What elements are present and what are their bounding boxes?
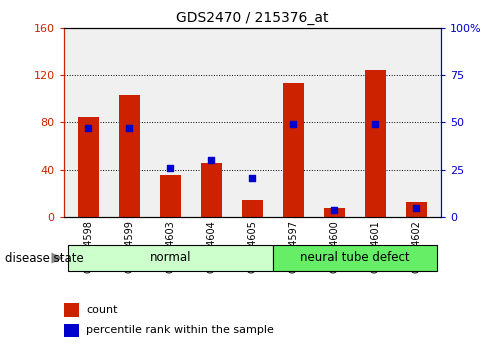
Bar [273, 245, 437, 271]
Bar [324, 208, 344, 217]
Bar [406, 202, 427, 217]
Point [125, 125, 133, 131]
Bar [160, 175, 181, 217]
Text: count: count [86, 305, 118, 315]
Bar [283, 83, 304, 217]
Point [330, 207, 338, 213]
Point [207, 158, 215, 163]
Bar [78, 117, 98, 217]
Bar [201, 163, 221, 217]
Title: GDS2470 / 215376_at: GDS2470 / 215376_at [176, 11, 329, 25]
Bar [64, 324, 79, 337]
Point [290, 121, 297, 127]
Bar [242, 199, 263, 217]
Point [413, 205, 420, 210]
Bar [68, 245, 273, 271]
Polygon shape [51, 253, 64, 264]
Text: percentile rank within the sample: percentile rank within the sample [86, 325, 274, 335]
Text: disease state: disease state [5, 252, 84, 265]
Text: normal: normal [149, 252, 191, 264]
Bar [365, 70, 386, 217]
Bar [119, 95, 140, 217]
Point [248, 175, 256, 180]
Bar [64, 304, 79, 317]
Text: neural tube defect: neural tube defect [300, 252, 410, 264]
Point [84, 125, 92, 131]
Point [371, 121, 379, 127]
Point [167, 165, 174, 171]
